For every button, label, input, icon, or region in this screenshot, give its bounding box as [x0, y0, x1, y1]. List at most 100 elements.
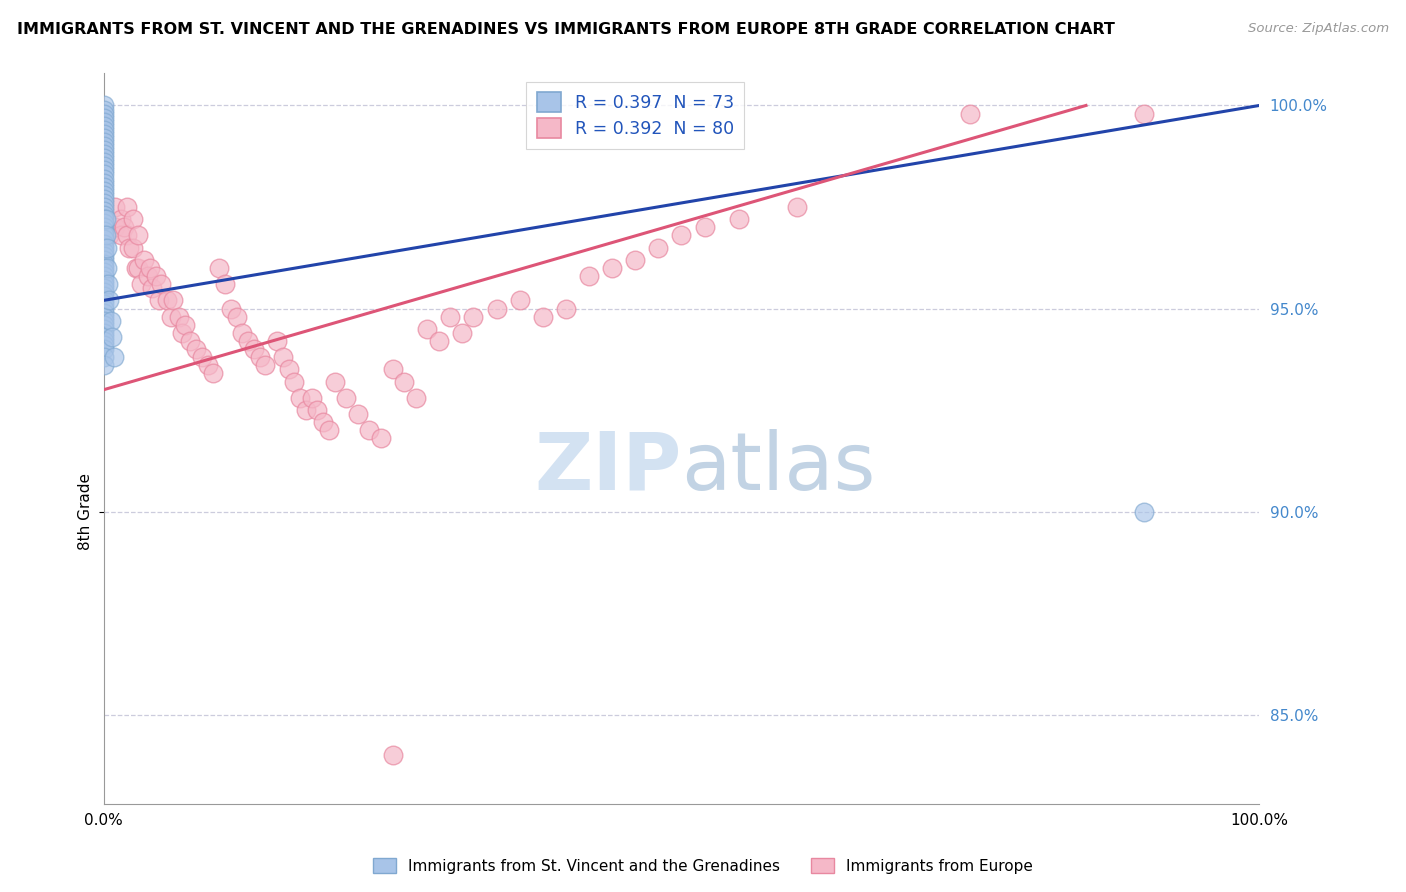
- Point: [93, 111, 115, 125]
- Point: [93, 273, 115, 287]
- Point: [219, 301, 242, 316]
- Point: [266, 334, 288, 348]
- Point: [93, 119, 115, 133]
- Point: [98, 293, 121, 308]
- Point: [127, 260, 149, 275]
- Point: [136, 268, 159, 283]
- Point: [93, 224, 115, 238]
- Point: [184, 342, 207, 356]
- Point: [93, 338, 115, 352]
- Point: [100, 330, 122, 344]
- Point: [93, 228, 115, 243]
- Point: [728, 212, 751, 227]
- Point: [115, 200, 138, 214]
- Point: [959, 106, 981, 120]
- Point: [93, 293, 115, 308]
- Point: [121, 241, 143, 255]
- Point: [93, 155, 115, 169]
- Point: [231, 326, 253, 340]
- Point: [94, 228, 117, 243]
- Point: [214, 277, 236, 292]
- Point: [118, 241, 141, 255]
- Point: [93, 179, 115, 194]
- Point: [93, 160, 115, 174]
- Point: [600, 260, 623, 275]
- Point: [347, 407, 370, 421]
- Point: [197, 359, 219, 373]
- Point: [191, 350, 214, 364]
- Point: [93, 318, 115, 332]
- Point: [624, 252, 647, 267]
- Point: [555, 301, 578, 316]
- Point: [243, 342, 266, 356]
- Point: [93, 184, 115, 198]
- Point: [104, 200, 127, 214]
- Point: [93, 151, 115, 165]
- Point: [318, 423, 340, 437]
- Point: [485, 301, 508, 316]
- Point: [96, 241, 118, 255]
- Point: [172, 326, 194, 340]
- Point: [93, 147, 115, 161]
- Point: [93, 281, 115, 295]
- Point: [110, 228, 132, 243]
- Point: [129, 277, 152, 292]
- Legend: Immigrants from St. Vincent and the Grenadines, Immigrants from Europe: Immigrants from St. Vincent and the Gren…: [367, 852, 1039, 880]
- Point: [1132, 106, 1154, 120]
- Point: [277, 362, 299, 376]
- Point: [104, 220, 127, 235]
- Point: [671, 228, 693, 243]
- Point: [93, 114, 115, 128]
- Point: [439, 310, 461, 324]
- Point: [93, 216, 115, 230]
- Point: [93, 200, 115, 214]
- Point: [145, 268, 167, 283]
- Point: [283, 375, 305, 389]
- Point: [288, 391, 311, 405]
- Point: [150, 277, 173, 292]
- Point: [103, 350, 125, 364]
- Point: [97, 277, 120, 292]
- Point: [335, 391, 357, 405]
- Point: [93, 244, 115, 259]
- Point: [509, 293, 531, 308]
- Point: [93, 232, 115, 246]
- Point: [167, 310, 190, 324]
- Point: [93, 260, 115, 275]
- Point: [307, 403, 329, 417]
- Point: [295, 403, 318, 417]
- Point: [93, 301, 115, 316]
- Text: Source: ZipAtlas.com: Source: ZipAtlas.com: [1249, 22, 1389, 36]
- Point: [93, 334, 115, 348]
- Point: [301, 391, 323, 405]
- Point: [93, 342, 115, 356]
- Point: [114, 220, 136, 235]
- Point: [249, 350, 271, 364]
- Point: [93, 310, 115, 324]
- Point: [93, 187, 115, 202]
- Point: [451, 326, 474, 340]
- Point: [1132, 504, 1154, 518]
- Point: [156, 293, 179, 308]
- Point: [93, 163, 115, 178]
- Point: [98, 228, 121, 243]
- Point: [148, 293, 170, 308]
- Point: [427, 334, 450, 348]
- Point: [93, 139, 115, 153]
- Point: [93, 257, 115, 271]
- Point: [93, 350, 115, 364]
- Point: [202, 367, 225, 381]
- Point: [93, 220, 115, 235]
- Point: [115, 228, 138, 243]
- Point: [93, 268, 115, 283]
- Point: [96, 260, 118, 275]
- Point: [93, 195, 115, 210]
- Point: [93, 192, 115, 206]
- Point: [93, 241, 115, 255]
- Point: [405, 391, 427, 405]
- Point: [134, 252, 156, 267]
- Point: [93, 277, 115, 292]
- Point: [93, 314, 115, 328]
- Point: [93, 171, 115, 186]
- Point: [271, 350, 294, 364]
